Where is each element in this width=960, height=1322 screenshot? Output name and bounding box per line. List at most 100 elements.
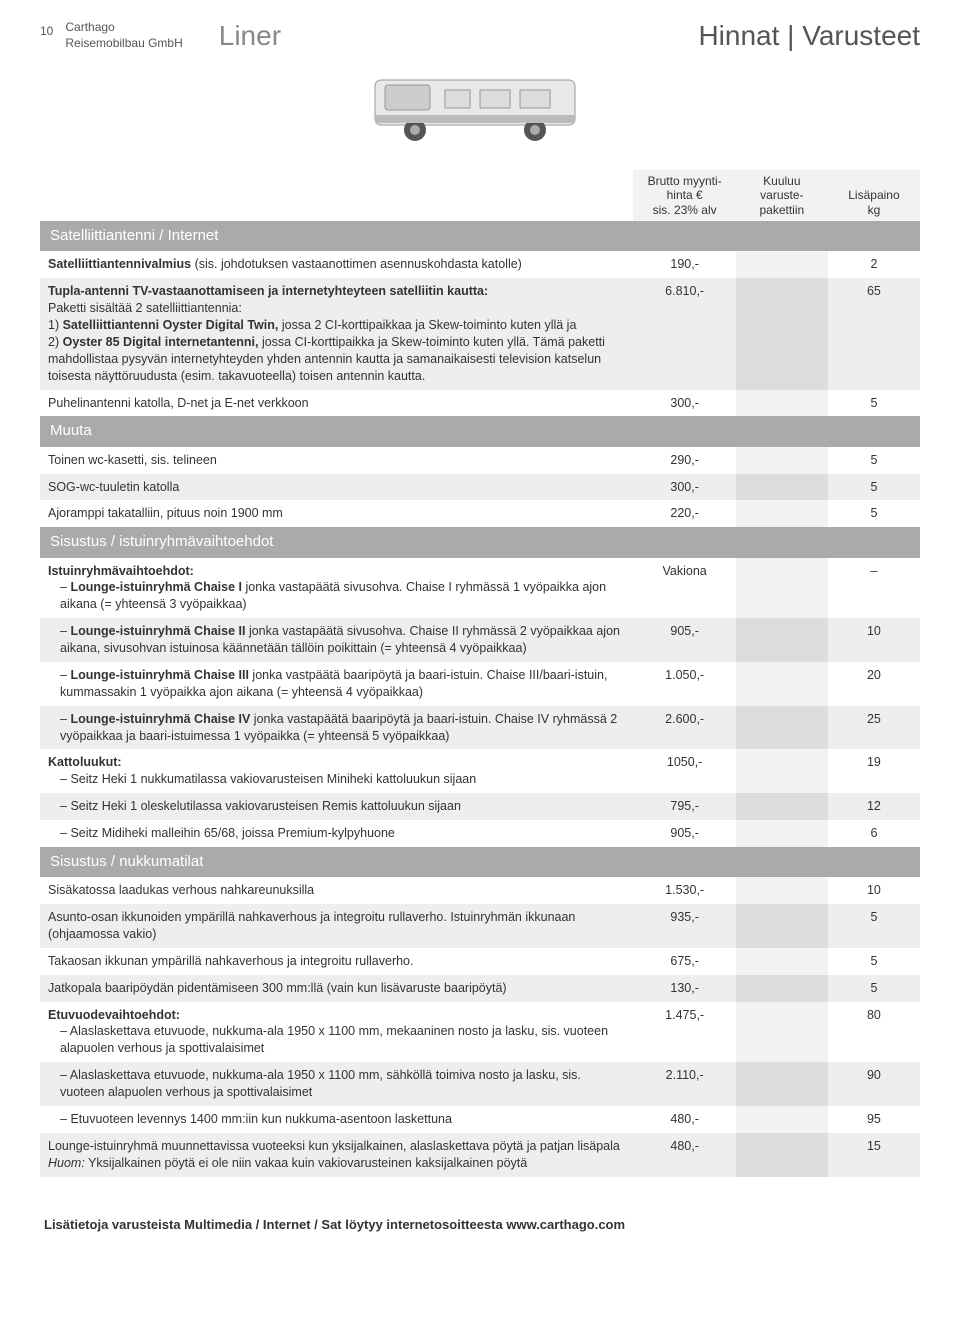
row-description: Jatkopala baaripöydän pidentämiseen 300 … xyxy=(40,975,633,1002)
col-included: Kuuluu varuste- pakettiin xyxy=(736,170,828,221)
row-weight: 19 xyxy=(828,749,920,793)
table-row: Alaslaskettava etuvuode, nukkuma-ala 195… xyxy=(40,1062,920,1106)
row-weight: – xyxy=(828,558,920,619)
row-weight: 5 xyxy=(828,474,920,501)
row-description: SOG-wc-tuuletin katolla xyxy=(40,474,633,501)
row-price: 290,- xyxy=(633,447,735,474)
page-header: 10 Carthago Reisemobilbau GmbH Liner Hin… xyxy=(40,20,920,52)
row-included xyxy=(736,1062,828,1106)
row-price: 190,- xyxy=(633,251,735,278)
row-included xyxy=(736,1106,828,1133)
row-price: 300,- xyxy=(633,474,735,501)
pricing-table: Brutto myynti- hinta € sis. 23% alv Kuul… xyxy=(40,170,920,1177)
row-weight: 65 xyxy=(828,278,920,389)
table-row: SOG-wc-tuuletin katolla300,- 5 xyxy=(40,474,920,501)
footer-note: Lisätietoja varusteista Multimedia / Int… xyxy=(40,1217,920,1232)
row-included xyxy=(736,618,828,662)
table-row: Satelliittiantennivalmius (sis. johdotuk… xyxy=(40,251,920,278)
row-description: Seitz Heki 1 oleskelutilassa vakiovarust… xyxy=(40,793,633,820)
row-description: Seitz Midiheki malleihin 65/68, joissa P… xyxy=(40,820,633,847)
row-included xyxy=(736,1133,828,1177)
row-price: 300,- xyxy=(633,390,735,417)
row-weight: 5 xyxy=(828,904,920,948)
col-weight: Lisäpaino kg xyxy=(828,170,920,221)
row-included xyxy=(736,975,828,1002)
row-description: Kattoluukut:Seitz Heki 1 nukkumatilassa … xyxy=(40,749,633,793)
table-row: Etuvuoteen levennys 1400 mm:iin kun nukk… xyxy=(40,1106,920,1133)
row-price: 220,- xyxy=(633,500,735,527)
table-row: Lounge-istuinryhmä Chaise IV jonka vasta… xyxy=(40,706,920,750)
row-price: 1050,- xyxy=(633,749,735,793)
row-included xyxy=(736,390,828,417)
row-included xyxy=(736,1002,828,1063)
section-header: Sisustus / nukkumatilat xyxy=(40,847,920,877)
row-included xyxy=(736,706,828,750)
row-description: Puhelinantenni katolla, D-net ja E-net v… xyxy=(40,390,633,417)
row-description: Takaosan ikkunan ympärillä nahkaverhous … xyxy=(40,948,633,975)
row-included xyxy=(736,904,828,948)
row-description: Lounge-istuinryhmä Chaise II jonka vasta… xyxy=(40,618,633,662)
row-weight: 80 xyxy=(828,1002,920,1063)
row-weight: 6 xyxy=(828,820,920,847)
row-price: 935,- xyxy=(633,904,735,948)
section-title: Satelliittiantenni / Internet xyxy=(40,221,633,251)
vehicle-image xyxy=(365,60,595,150)
product-name: Liner xyxy=(219,20,281,52)
row-included xyxy=(736,948,828,975)
row-price: 480,- xyxy=(633,1133,735,1177)
table-row: Lounge-istuinryhmä Chaise III jonka vast… xyxy=(40,662,920,706)
row-weight: 10 xyxy=(828,618,920,662)
row-included xyxy=(736,447,828,474)
row-weight: 10 xyxy=(828,877,920,904)
table-header-row: Brutto myynti- hinta € sis. 23% alv Kuul… xyxy=(40,170,920,221)
table-row: Istuinryhmävaihtoehdot:Lounge-istuinryhm… xyxy=(40,558,920,619)
section-header: Satelliittiantenni / Internet xyxy=(40,221,920,251)
row-price: 480,- xyxy=(633,1106,735,1133)
row-included xyxy=(736,749,828,793)
row-description: Toinen wc-kasetti, sis. telineen xyxy=(40,447,633,474)
row-weight: 5 xyxy=(828,948,920,975)
table-row: Kattoluukut:Seitz Heki 1 nukkumatilassa … xyxy=(40,749,920,793)
row-price: 1.530,- xyxy=(633,877,735,904)
row-weight: 5 xyxy=(828,447,920,474)
row-description: Lounge-istuinryhmä Chaise III jonka vast… xyxy=(40,662,633,706)
section-title: Sisustus / istuinryhmävaihtoehdot xyxy=(40,527,633,557)
row-description: Tupla-antenni TV-vastaanottamiseen ja in… xyxy=(40,278,633,389)
row-weight: 15 xyxy=(828,1133,920,1177)
table-row: Jatkopala baaripöydän pidentämiseen 300 … xyxy=(40,975,920,1002)
row-weight: 90 xyxy=(828,1062,920,1106)
table-row: Puhelinantenni katolla, D-net ja E-net v… xyxy=(40,390,920,417)
section-title: Sisustus / nukkumatilat xyxy=(40,847,633,877)
row-included xyxy=(736,662,828,706)
row-included xyxy=(736,500,828,527)
table-row: Seitz Heki 1 oleskelutilassa vakiovarust… xyxy=(40,793,920,820)
row-description: Istuinryhmävaihtoehdot:Lounge-istuinryhm… xyxy=(40,558,633,619)
table-row: Lounge-istuinryhmä muunnettavissa vuotee… xyxy=(40,1133,920,1177)
row-price: 2.600,- xyxy=(633,706,735,750)
row-included xyxy=(736,251,828,278)
row-price: 795,- xyxy=(633,793,735,820)
row-price: 130,- xyxy=(633,975,735,1002)
row-included xyxy=(736,474,828,501)
row-description: Asunto-osan ikkunoiden ympärillä nahkave… xyxy=(40,904,633,948)
row-price: 1.475,- xyxy=(633,1002,735,1063)
table-row: Ajoramppi takatalliin, pituus noin 1900 … xyxy=(40,500,920,527)
table-row: Asunto-osan ikkunoiden ympärillä nahkave… xyxy=(40,904,920,948)
row-weight: 20 xyxy=(828,662,920,706)
row-price: 6.810,- xyxy=(633,278,735,389)
row-description: Alaslaskettava etuvuode, nukkuma-ala 195… xyxy=(40,1062,633,1106)
row-description: Ajoramppi takatalliin, pituus noin 1900 … xyxy=(40,500,633,527)
row-description: Etuvuoteen levennys 1400 mm:iin kun nukk… xyxy=(40,1106,633,1133)
table-row: Sisäkatossa laadukas verhous nahkareunuk… xyxy=(40,877,920,904)
row-description: Etuvuodevaihtoehdot:Alaslaskettava etuvu… xyxy=(40,1002,633,1063)
table-row: Takaosan ikkunan ympärillä nahkaverhous … xyxy=(40,948,920,975)
row-included xyxy=(736,278,828,389)
table-row: Seitz Midiheki malleihin 65/68, joissa P… xyxy=(40,820,920,847)
row-price: 905,- xyxy=(633,820,735,847)
row-weight: 5 xyxy=(828,500,920,527)
section-header: Sisustus / istuinryhmävaihtoehdot xyxy=(40,527,920,557)
table-row: Tupla-antenni TV-vastaanottamiseen ja in… xyxy=(40,278,920,389)
table-row: Lounge-istuinryhmä Chaise II jonka vasta… xyxy=(40,618,920,662)
row-description: Satelliittiantennivalmius (sis. johdotuk… xyxy=(40,251,633,278)
page-title: Hinnat | Varusteet xyxy=(698,20,920,52)
